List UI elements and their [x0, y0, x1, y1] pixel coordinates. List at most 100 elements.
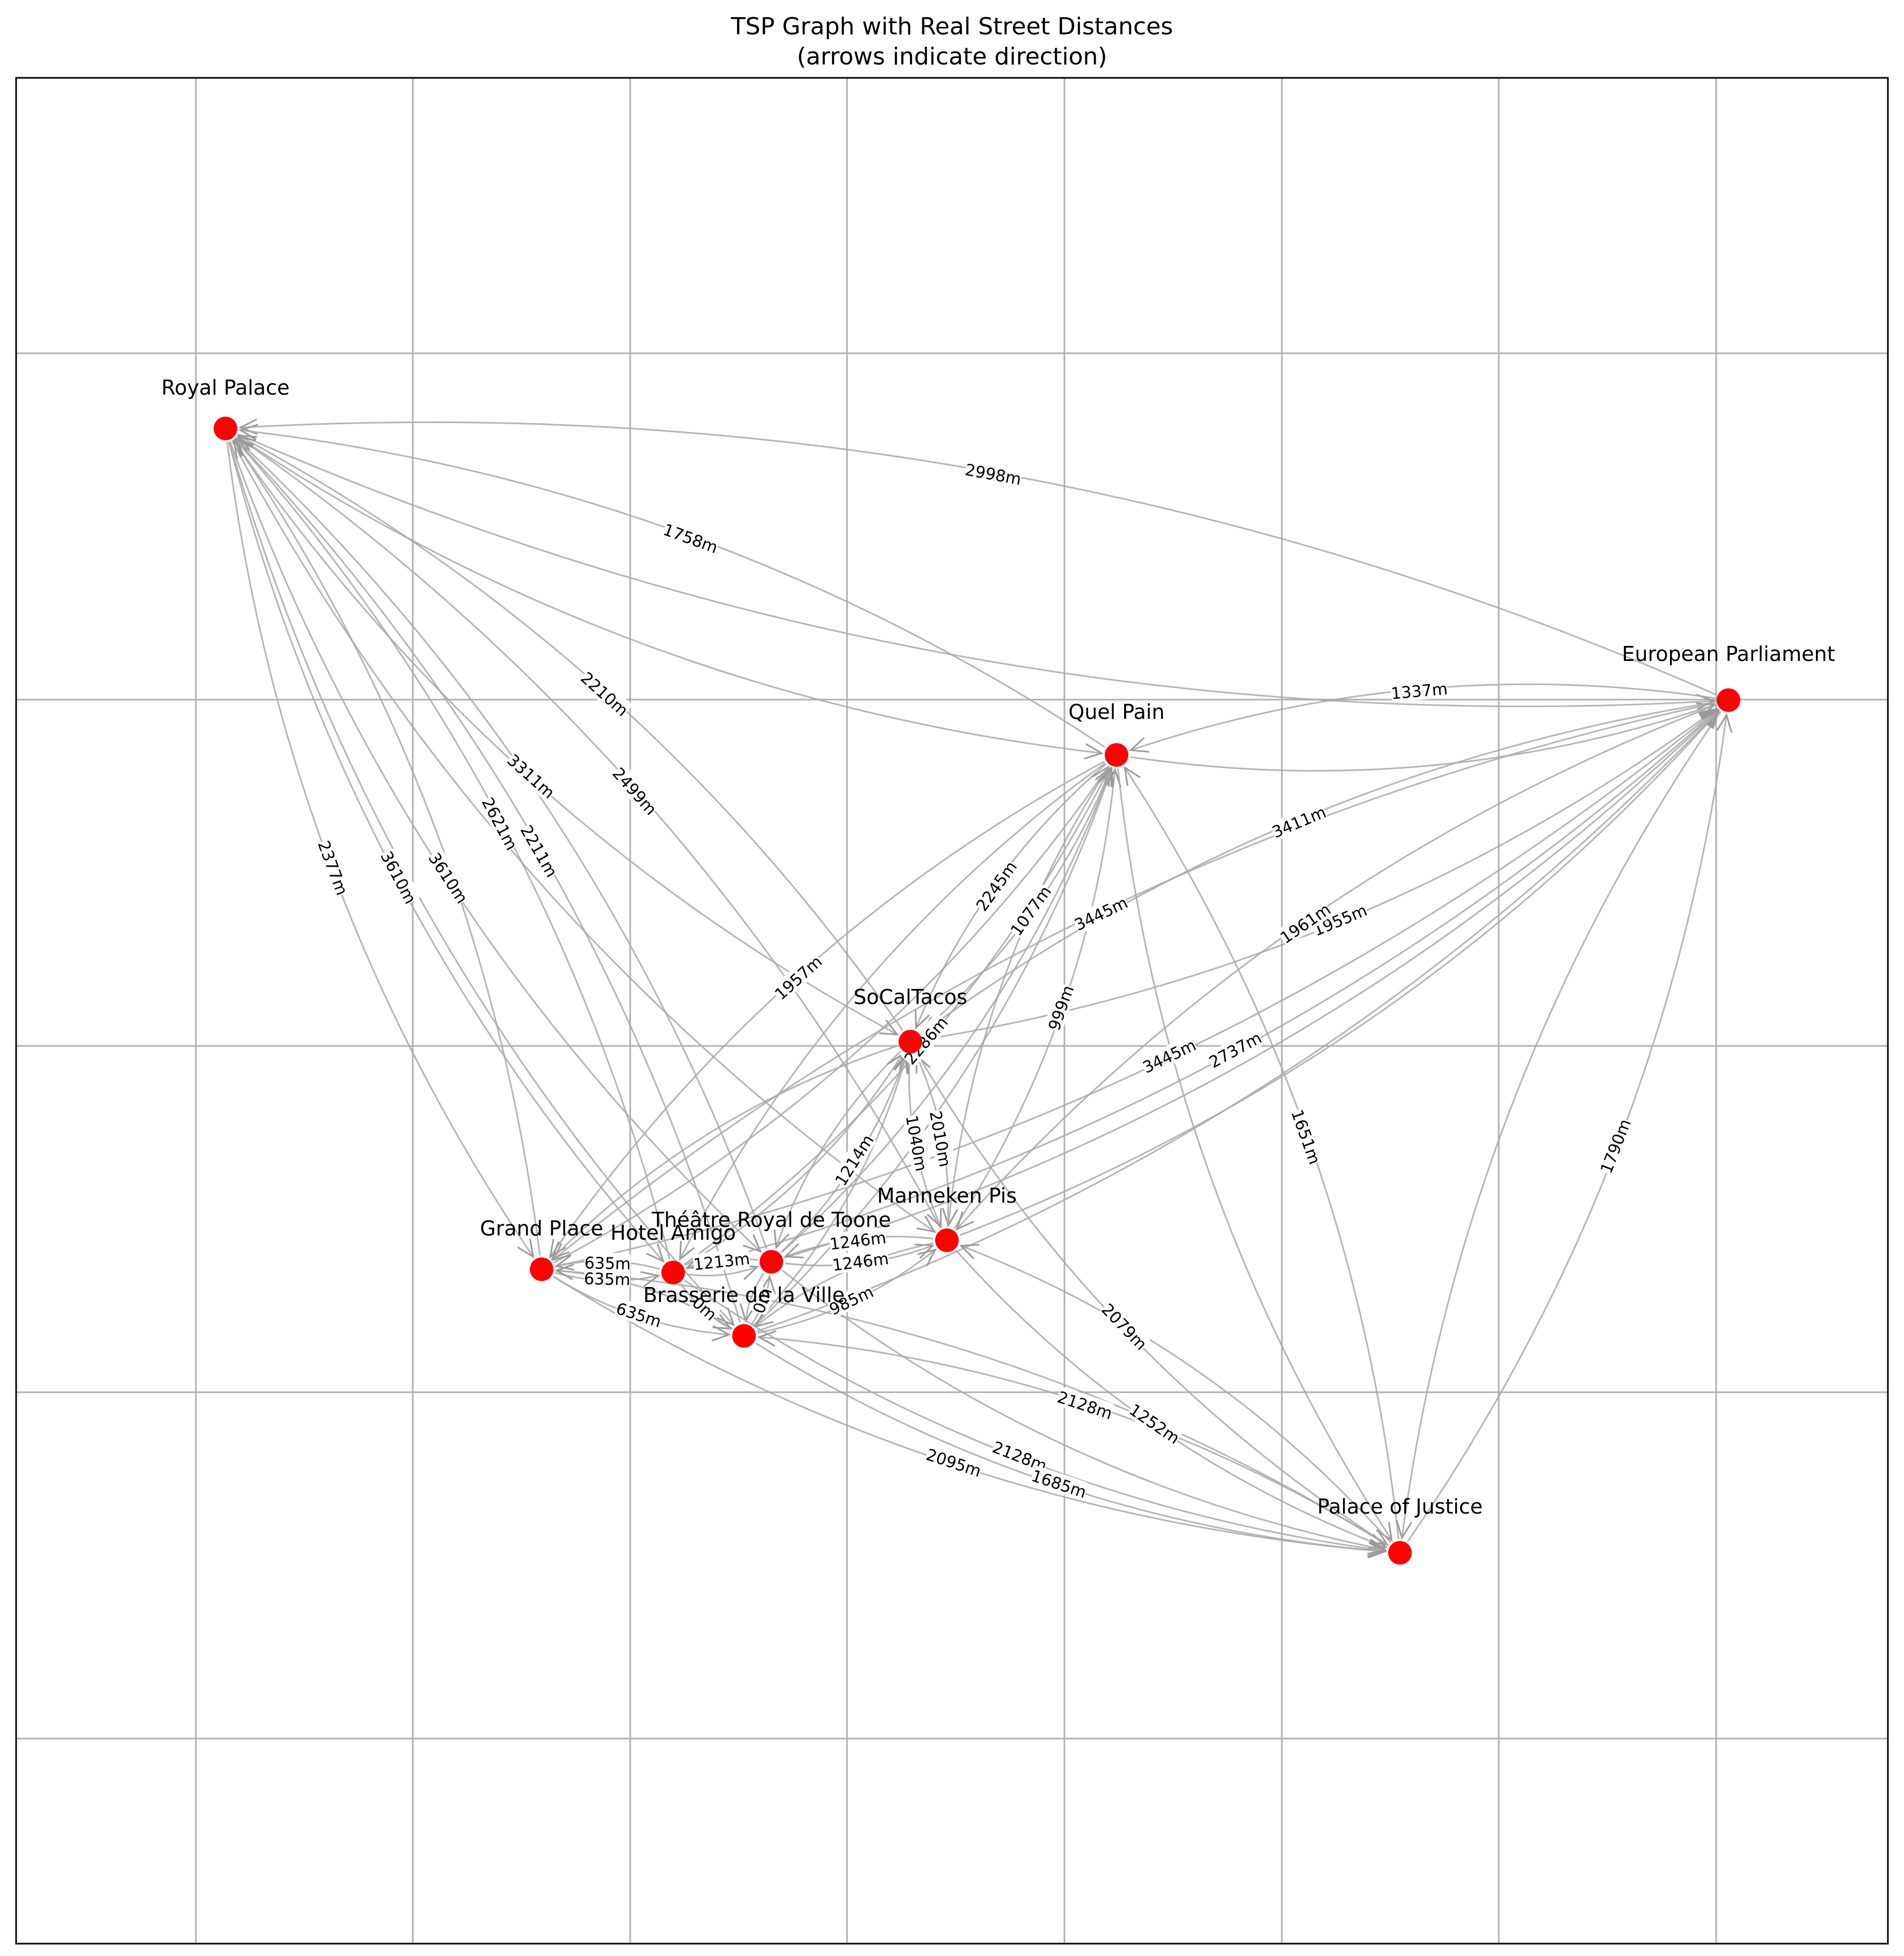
edge-brass-to-royal: [235, 439, 741, 1323]
node-quel-pain: [1105, 743, 1128, 767]
edge-quel-to-gp: [549, 760, 1105, 1257]
edge-label-background: [831, 1248, 889, 1274]
title-line-1: TSP Graph with Real Street Distances: [731, 13, 1173, 40]
arrowhead-ep-to-poj: [1396, 1520, 1412, 1540]
edge-distance-text: 1040m: [902, 1114, 930, 1173]
edge-socal-to-ep: [924, 708, 1717, 1041]
edge-label: 3445m: [1140, 1035, 1199, 1078]
edge-label: 635m: [583, 1268, 631, 1290]
edge-label: 3610m: [425, 849, 471, 907]
edge-distance-text: 1790m: [1597, 1117, 1635, 1176]
edge-label-background: [771, 952, 824, 1002]
edge-label-background: [1289, 1108, 1325, 1166]
edge-gp-to-ep: [555, 709, 1718, 1267]
chart-title: TSP Graph with Real Street Distances (ar…: [0, 12, 1904, 72]
edge-layer: [226, 418, 1733, 1559]
edge-label-background: [1127, 1400, 1183, 1446]
edge-label: 2621m: [478, 795, 521, 854]
edge-toone-to-royal: [236, 438, 768, 1249]
arrowhead-toone-to-royal: [235, 437, 254, 456]
edge-label-background: [827, 1282, 875, 1318]
arrowhead-socal-to-mp: [927, 1208, 942, 1228]
arrowhead-brass-to-toone: [760, 1275, 776, 1295]
edge-label-background: [831, 1132, 876, 1188]
edge-distance-text: 2245m: [973, 858, 1021, 915]
edge-label-background: [1056, 1387, 1114, 1422]
node-palace-of-justice: [1388, 1541, 1412, 1565]
edge-label-background: [1099, 1300, 1150, 1352]
edge-toone-to-ep: [784, 710, 1718, 1259]
edge-distance-text: 2079m: [1098, 1300, 1150, 1354]
edge-distance-text: 3311m: [503, 751, 558, 802]
edge-label-background: [479, 795, 521, 852]
node-th-tre-royal-de-toone: [760, 1250, 783, 1274]
edge-brass-to-ep: [757, 710, 1719, 1332]
node-european-parliament: [1717, 688, 1740, 712]
edge-distance-text: 3411m: [1270, 803, 1329, 842]
node-manneken-pis: [935, 1228, 959, 1252]
edge-label: 1252m: [1126, 1400, 1183, 1448]
edge-label: 3411m: [1270, 802, 1329, 842]
edge-label: 2095m: [924, 1444, 983, 1481]
edge-poj-to-ep: [1407, 715, 1727, 1542]
edge-label-background: [662, 520, 720, 556]
edge-label: 1685m: [1029, 1466, 1089, 1502]
node-label-palace-of-justice: Palace of Justice: [1317, 1495, 1483, 1518]
edge-label-background: [1206, 1028, 1264, 1070]
edge-label: 2998m: [964, 459, 1023, 489]
arrowhead-poj-to-ep: [1716, 713, 1733, 733]
edge-label-background: [610, 764, 660, 817]
edge-label-background: [1311, 900, 1369, 939]
edge-quel-to-ep: [1130, 704, 1715, 772]
node-royal-palace: [214, 417, 237, 440]
edge-label-background: [749, 1285, 775, 1315]
arrowhead-poj-to-gp: [555, 1263, 574, 1281]
edge-distance-text: 2998m: [964, 461, 1023, 489]
edge-socal-to-poj: [916, 1053, 1388, 1546]
node-label-th-tre-royal-de-toone: Théâtre Royal de Toone: [651, 1208, 891, 1232]
edge-label-background: [505, 751, 558, 801]
edge-mp-to-brass: [755, 1242, 933, 1327]
edge-label-background: [426, 849, 471, 905]
arrowhead-royal-to-brass: [716, 1307, 735, 1327]
node-label-hotel-amigo: Hotel Amigo: [610, 1221, 736, 1245]
edge-label-background: [925, 1444, 983, 1479]
node-label-manneken-pis: Manneken Pis: [877, 1184, 1017, 1208]
edge-label-background: [1044, 983, 1076, 1032]
node-layer: Royal Palace European Parliament Quel Pain…: [162, 376, 1835, 1565]
edge-royal-to-socal: [232, 439, 898, 1036]
edge-label-background: [1596, 1117, 1633, 1175]
edge-distance-text: 1246m: [831, 1249, 890, 1275]
edge-gp-to-royal: [233, 440, 541, 1256]
edge-label: 635m: [584, 1252, 631, 1274]
arrowhead-royal-to-mp: [916, 1216, 937, 1233]
arrowhead-gp-to-brass: [711, 1325, 731, 1342]
edge-distance-text: 2210m: [577, 668, 631, 720]
node-label-brasserie-de-la-ville: Brasserie de la Ville: [643, 1283, 844, 1307]
edge-poj-to-gp: [556, 1269, 1389, 1546]
edge-socal-to-royal: [238, 434, 903, 1031]
node-label-grand-place: Grand Place: [480, 1217, 603, 1240]
edge-mp-to-ep: [959, 710, 1719, 1236]
arrowhead-brass-to-quel: [1098, 767, 1114, 788]
edge-label: 2211m: [516, 822, 561, 881]
edge-amigo-to-royal: [235, 439, 670, 1260]
edge-distance-text: 2095m: [924, 1445, 983, 1481]
arrowhead-gp-to-amigo: [640, 1271, 661, 1288]
edge-label-background: [692, 1248, 750, 1273]
edge-label-background: [1277, 900, 1333, 946]
edge-label-background: [991, 1437, 1049, 1474]
edge-quel-to-amigo: [679, 762, 1106, 1260]
edge-royal-to-brass: [228, 441, 734, 1326]
edge-distance-text: 1077m: [1007, 883, 1055, 940]
edge-amigo-to-poj: [684, 1279, 1385, 1552]
title-line-2: (arrows indicate direction): [797, 43, 1107, 70]
arrowhead-royal-to-amigo: [646, 1244, 665, 1263]
edge-label: 3445m: [1071, 893, 1131, 935]
arrowhead-quel-to-socal: [915, 1009, 930, 1030]
arrowhead-royal-to-quel: [1084, 743, 1104, 760]
edge-label: 2377m: [313, 838, 352, 898]
edge-label-background: [518, 823, 561, 879]
edge-ep-to-poj: [1401, 711, 1721, 1538]
node-label-socaltacos: SoCalTacos: [853, 985, 967, 1009]
